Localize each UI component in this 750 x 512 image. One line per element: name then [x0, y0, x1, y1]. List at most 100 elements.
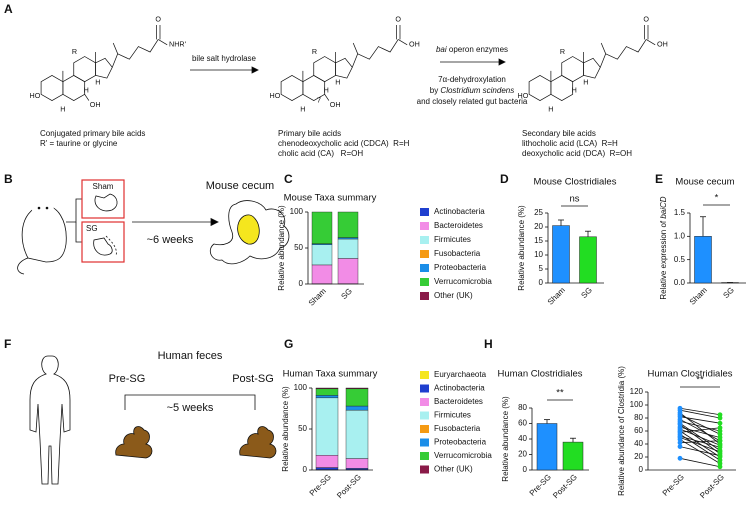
sg-box — [81, 221, 125, 263]
legend-label: Firmicutes — [434, 411, 471, 420]
bar-segment — [315, 467, 339, 470]
atom-label: OH — [657, 40, 668, 49]
legend-label: Verrucomicrobia — [434, 277, 492, 286]
ring — [62, 74, 86, 102]
human — [29, 355, 71, 485]
pair-line — [679, 407, 721, 416]
legend-label: Bacteroidetes — [434, 221, 483, 230]
connector — [75, 222, 82, 243]
bar — [579, 236, 597, 284]
ring — [528, 74, 552, 102]
atom-label: H — [95, 78, 100, 87]
atom-label: O — [643, 15, 649, 24]
panel-label: E — [655, 172, 663, 186]
label: ~6 weeks — [147, 234, 194, 246]
legend-label: Fusobacteria — [434, 249, 481, 258]
bar — [536, 423, 558, 471]
y-tick-label: 80 — [518, 403, 527, 412]
atom-label: HO — [30, 91, 41, 100]
mouse-tail — [17, 257, 29, 275]
atom-label: NHR' — [169, 40, 187, 49]
x-tick-label: SG — [721, 286, 736, 301]
bond — [398, 39, 408, 46]
y-tick-label: 20 — [634, 452, 643, 461]
atom-label: H — [84, 86, 89, 95]
y-tick-label: 5 — [539, 264, 544, 273]
caption: Primary bile acids — [278, 129, 341, 138]
pair-line — [679, 424, 721, 455]
arrow-head — [498, 58, 506, 66]
legend-swatch — [420, 452, 429, 460]
y-label-italic: baiCD — [659, 196, 668, 218]
connector — [66, 198, 82, 223]
x-tick-label: Sham — [546, 285, 567, 306]
bar-segment — [315, 388, 339, 396]
data-point — [717, 415, 723, 421]
mouse-body — [21, 205, 67, 263]
atom-label: H — [300, 105, 305, 114]
ring — [73, 56, 96, 83]
bar-segment — [337, 237, 359, 240]
data-point — [677, 455, 683, 461]
y-tick-label: 0 — [539, 278, 544, 287]
bar-segment — [345, 405, 369, 411]
y-axis-label: Relative abundance of Clostridia (%) — [617, 366, 626, 496]
feces — [239, 426, 277, 459]
legend-swatch — [420, 411, 429, 420]
legend-swatch — [420, 398, 429, 406]
bar-segment — [311, 244, 333, 266]
x-tick-label: Sham — [307, 286, 328, 307]
label: SG — [86, 224, 98, 233]
bond — [158, 39, 168, 46]
pair-line — [679, 427, 721, 433]
bar-segment — [315, 455, 339, 468]
y-axis-label: Relative abundance (%) — [281, 386, 290, 472]
bar — [562, 441, 584, 471]
organism: Clostridium scindens — [440, 86, 514, 95]
x-tick-label: Post-SG — [335, 473, 363, 501]
legend-label: Proteobacteria — [434, 263, 487, 272]
chart-title: Human Taxa summary — [283, 369, 378, 380]
mouse — [17, 193, 67, 275]
legend-swatch — [420, 371, 429, 379]
pair-line — [679, 433, 721, 461]
label: Sham — [93, 182, 114, 191]
chart-title: Mouse Taxa summary — [284, 193, 377, 204]
legend-swatch — [420, 278, 429, 286]
data-point — [717, 449, 723, 455]
legend-swatch — [420, 264, 429, 272]
mouse-head — [32, 201, 54, 219]
ring — [583, 57, 601, 79]
atom-label: R — [312, 47, 317, 56]
bar — [552, 225, 570, 284]
y-tick-label: 20 — [518, 450, 527, 459]
bar-segment — [345, 387, 369, 390]
bond — [600, 42, 607, 54]
by: by — [430, 86, 441, 95]
x-tick-label: SG — [339, 287, 354, 302]
bond — [352, 42, 359, 54]
atom-label: R — [560, 47, 565, 56]
side-chain — [117, 39, 159, 60]
bar-segment — [311, 211, 333, 244]
atom-label: H — [60, 105, 65, 114]
bar-segment — [337, 258, 359, 284]
enzyme-rest: operon enzymes — [447, 45, 508, 54]
legend-label: Actinobacteria — [434, 384, 485, 393]
x-tick-label: Sham — [688, 285, 709, 306]
atom-label: OH — [90, 100, 101, 109]
y-tick-label: 50 — [298, 424, 307, 433]
panel-label: G — [284, 337, 293, 351]
ring — [40, 74, 64, 102]
y-tick-label: 0 — [299, 279, 304, 288]
legend-label: Other (UK) — [434, 465, 473, 474]
legend-swatch — [420, 208, 429, 216]
chart-title: Mouse Clostridiales — [534, 177, 617, 188]
atom-label: H — [324, 86, 329, 95]
data-point — [677, 440, 683, 446]
y-tick-label: 60 — [518, 419, 527, 428]
y-label-text: Relative abundance (%) — [517, 205, 526, 291]
